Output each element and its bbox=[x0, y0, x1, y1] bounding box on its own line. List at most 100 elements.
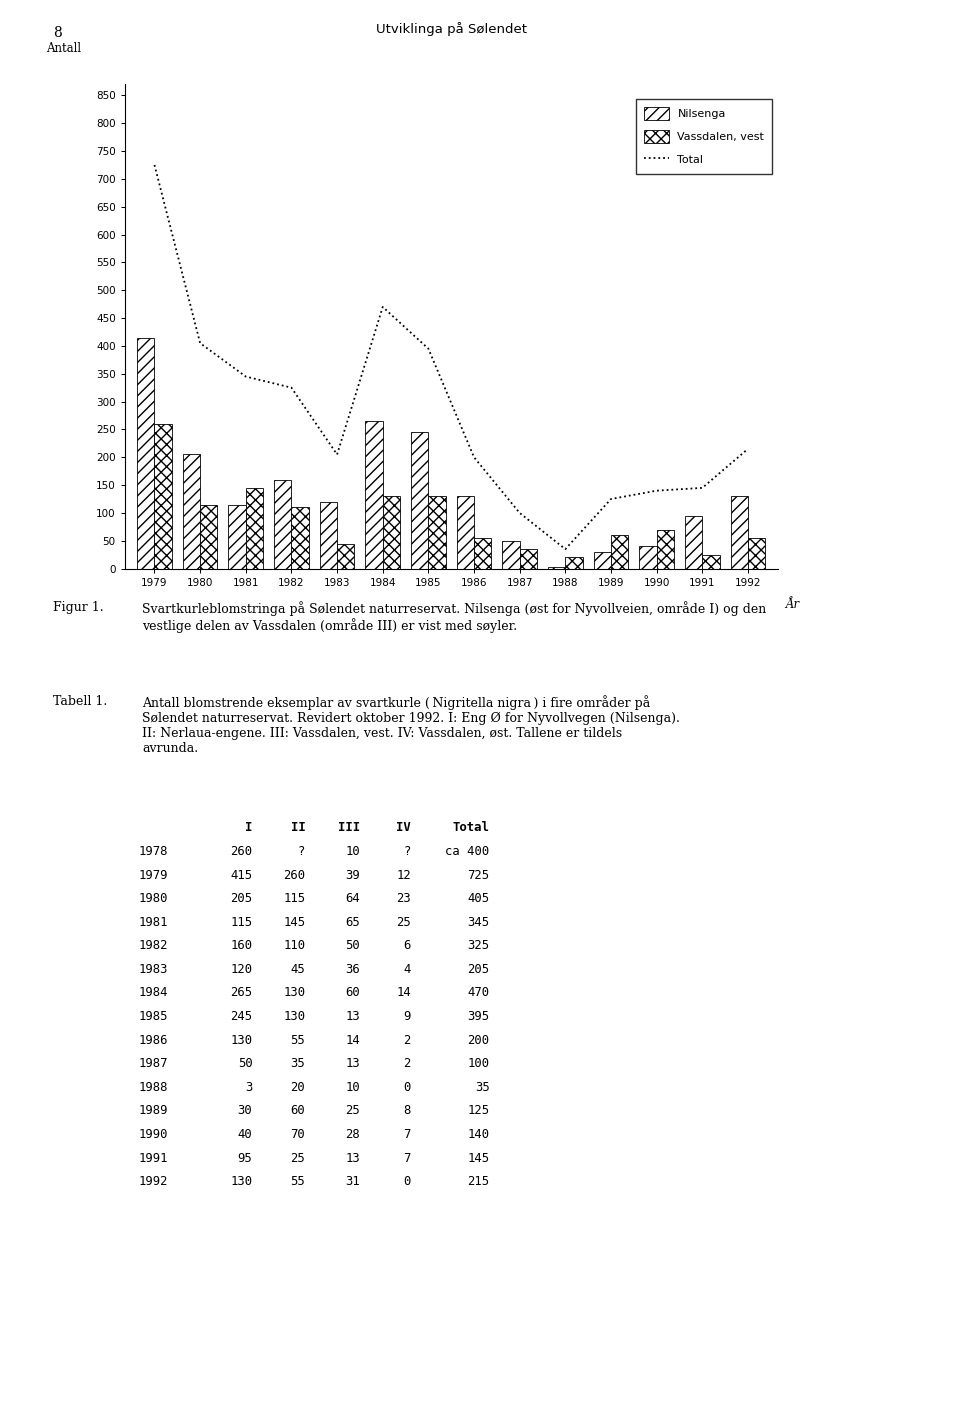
Bar bbox=[320, 501, 337, 569]
Text: III: III bbox=[338, 821, 360, 834]
Text: 145: 145 bbox=[468, 1151, 490, 1164]
Text: 6: 6 bbox=[403, 939, 411, 952]
Text: 35: 35 bbox=[291, 1057, 305, 1070]
Text: 145: 145 bbox=[283, 915, 305, 928]
Text: 130: 130 bbox=[230, 1033, 252, 1046]
Text: 130: 130 bbox=[230, 1175, 252, 1188]
Text: 36: 36 bbox=[346, 963, 360, 976]
Text: 7: 7 bbox=[403, 1127, 411, 1141]
Text: 325: 325 bbox=[468, 939, 490, 952]
Text: 2: 2 bbox=[403, 1033, 411, 1046]
Bar bbox=[246, 487, 263, 569]
Bar bbox=[611, 535, 629, 569]
Text: 130: 130 bbox=[283, 1009, 305, 1024]
Text: 8: 8 bbox=[53, 25, 61, 39]
Text: 1985: 1985 bbox=[138, 1009, 168, 1024]
Text: 1992: 1992 bbox=[138, 1175, 168, 1188]
Bar bbox=[684, 515, 703, 569]
Bar bbox=[366, 421, 383, 569]
Bar bbox=[502, 541, 519, 569]
Text: 1983: 1983 bbox=[138, 963, 168, 976]
Text: 31: 31 bbox=[346, 1175, 360, 1188]
Bar bbox=[657, 529, 674, 569]
Bar bbox=[639, 546, 657, 569]
Text: 13: 13 bbox=[346, 1009, 360, 1024]
Text: 9: 9 bbox=[403, 1009, 411, 1024]
Text: Antall blomstrende eksemplar av svartkurle ( Nigritella nigra ) i fire områder p: Antall blomstrende eksemplar av svartkur… bbox=[142, 695, 680, 755]
Text: 1982: 1982 bbox=[138, 939, 168, 952]
Text: 25: 25 bbox=[291, 1151, 305, 1164]
Text: 55: 55 bbox=[291, 1033, 305, 1046]
Legend: Nilsenga, Vassdalen, vest, Total: Nilsenga, Vassdalen, vest, Total bbox=[636, 100, 772, 174]
Text: 205: 205 bbox=[230, 892, 252, 906]
Text: 130: 130 bbox=[283, 987, 305, 1000]
Text: 110: 110 bbox=[283, 939, 305, 952]
Text: 115: 115 bbox=[230, 915, 252, 928]
Text: 3: 3 bbox=[245, 1081, 252, 1094]
Bar bbox=[519, 549, 537, 569]
Text: 45: 45 bbox=[291, 963, 305, 976]
Text: År: År bbox=[785, 598, 800, 611]
Text: 14: 14 bbox=[346, 1033, 360, 1046]
Text: 120: 120 bbox=[230, 963, 252, 976]
Text: 1984: 1984 bbox=[138, 987, 168, 1000]
Text: 245: 245 bbox=[230, 1009, 252, 1024]
Text: 205: 205 bbox=[468, 963, 490, 976]
Text: 13: 13 bbox=[346, 1151, 360, 1164]
Text: 55: 55 bbox=[291, 1175, 305, 1188]
Text: 23: 23 bbox=[396, 892, 411, 906]
Text: 1980: 1980 bbox=[138, 892, 168, 906]
Text: 13: 13 bbox=[346, 1057, 360, 1070]
Text: 4: 4 bbox=[403, 963, 411, 976]
Text: 345: 345 bbox=[468, 915, 490, 928]
Text: 1989: 1989 bbox=[138, 1105, 168, 1118]
Text: 12: 12 bbox=[396, 869, 411, 882]
Bar bbox=[274, 480, 292, 569]
Bar bbox=[337, 543, 354, 569]
Text: 405: 405 bbox=[468, 892, 490, 906]
Text: 260: 260 bbox=[283, 869, 305, 882]
Bar bbox=[383, 496, 400, 569]
Text: 39: 39 bbox=[346, 869, 360, 882]
Bar bbox=[411, 432, 428, 569]
Text: 140: 140 bbox=[468, 1127, 490, 1141]
Bar bbox=[292, 507, 309, 569]
Bar bbox=[228, 504, 246, 569]
Bar bbox=[548, 567, 565, 569]
Text: Tabell 1.: Tabell 1. bbox=[53, 695, 108, 708]
Bar bbox=[703, 555, 720, 569]
Text: 415: 415 bbox=[230, 869, 252, 882]
Bar bbox=[182, 455, 200, 569]
Text: 0: 0 bbox=[403, 1175, 411, 1188]
Text: Figur 1.: Figur 1. bbox=[53, 601, 104, 614]
Text: 14: 14 bbox=[396, 987, 411, 1000]
Text: ca 400: ca 400 bbox=[445, 845, 490, 858]
Text: 28: 28 bbox=[346, 1127, 360, 1141]
Bar bbox=[565, 557, 583, 569]
Text: Utviklinga på Sølendet: Utviklinga på Sølendet bbox=[375, 22, 527, 37]
Text: 395: 395 bbox=[468, 1009, 490, 1024]
Text: 1978: 1978 bbox=[138, 845, 168, 858]
Text: 1987: 1987 bbox=[138, 1057, 168, 1070]
Text: 8: 8 bbox=[403, 1105, 411, 1118]
Text: Svartkurleblomstringa på Sølendet naturreservat. Nilsenga (øst for Nyvollveien, : Svartkurleblomstringa på Sølendet naturr… bbox=[142, 601, 766, 633]
Text: IV: IV bbox=[396, 821, 411, 834]
Text: 100: 100 bbox=[468, 1057, 490, 1070]
Text: ?: ? bbox=[403, 845, 411, 858]
Text: 65: 65 bbox=[346, 915, 360, 928]
Text: 1981: 1981 bbox=[138, 915, 168, 928]
Text: 7: 7 bbox=[403, 1151, 411, 1164]
Text: 95: 95 bbox=[238, 1151, 252, 1164]
Text: 200: 200 bbox=[468, 1033, 490, 1046]
Text: 10: 10 bbox=[346, 1081, 360, 1094]
Text: 125: 125 bbox=[468, 1105, 490, 1118]
Text: 50: 50 bbox=[238, 1057, 252, 1070]
Text: 2: 2 bbox=[403, 1057, 411, 1070]
Text: 10: 10 bbox=[346, 845, 360, 858]
Text: 215: 215 bbox=[468, 1175, 490, 1188]
Text: Antall: Antall bbox=[46, 42, 82, 55]
Text: 1986: 1986 bbox=[138, 1033, 168, 1046]
Bar bbox=[428, 496, 445, 569]
Text: 35: 35 bbox=[475, 1081, 490, 1094]
Text: 50: 50 bbox=[346, 939, 360, 952]
